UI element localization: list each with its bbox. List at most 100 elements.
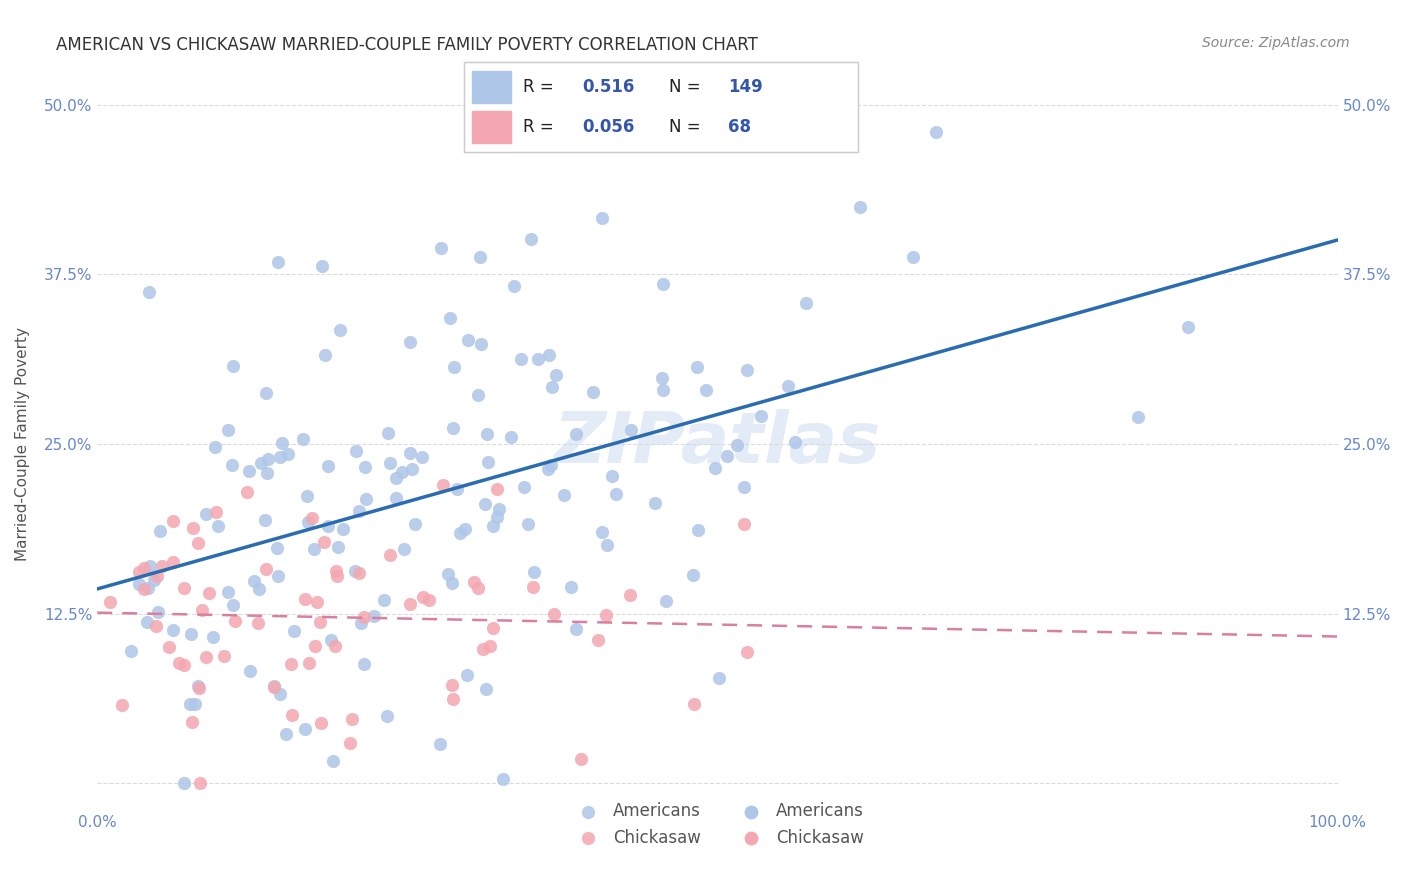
Chickasaw (304, 639, 326, 653)
Americans (849, 200, 872, 214)
Chickasaw (378, 548, 401, 562)
Americans (553, 488, 575, 502)
Chickasaw (280, 657, 302, 671)
Americans (482, 519, 505, 533)
Americans (457, 333, 479, 347)
Chickasaw (162, 514, 184, 528)
Chickasaw (157, 640, 180, 654)
Americans (267, 569, 290, 583)
Chickasaw (347, 566, 370, 581)
Americans (346, 444, 368, 458)
Americans (354, 459, 377, 474)
Chickasaw (235, 484, 257, 499)
Americans (682, 567, 704, 582)
Americans (499, 429, 522, 443)
Americans (138, 559, 160, 574)
Chickasaw (737, 645, 759, 659)
Chickasaw (263, 680, 285, 694)
Americans (546, 368, 568, 382)
Americans (686, 523, 709, 537)
Americans (138, 285, 160, 299)
Americans (783, 434, 806, 449)
Chickasaw (353, 610, 375, 624)
Americans (486, 509, 509, 524)
Americans (385, 491, 408, 506)
Chickasaw (281, 707, 304, 722)
Americans (217, 423, 239, 437)
Chickasaw (187, 535, 209, 549)
Americans (162, 623, 184, 637)
Americans (735, 363, 758, 377)
Americans (565, 623, 588, 637)
Chickasaw (298, 656, 321, 670)
FancyBboxPatch shape (472, 71, 512, 103)
Legend: Americans, Chickasaw, Americans, Chickasaw: Americans, Chickasaw, Americans, Chickas… (565, 796, 870, 854)
Americans (503, 278, 526, 293)
Americans (353, 657, 375, 672)
Chickasaw (181, 521, 204, 535)
Text: AMERICAN VS CHICKASAW MARRIED-COUPLE FAMILY POVERTY CORRELATION CHART: AMERICAN VS CHICKASAW MARRIED-COUPLE FAM… (56, 36, 758, 54)
Americans (749, 409, 772, 423)
Chickasaw (180, 715, 202, 730)
Chickasaw (443, 692, 465, 706)
Chickasaw (247, 615, 270, 630)
Americans (560, 580, 582, 594)
Chickasaw (482, 621, 505, 635)
Americans (488, 501, 510, 516)
Americans (173, 776, 195, 790)
Americans (441, 575, 464, 590)
Americans (411, 450, 433, 464)
Americans (316, 459, 339, 474)
Americans (253, 513, 276, 527)
Americans (401, 462, 423, 476)
Americans (474, 497, 496, 511)
Americans (378, 456, 401, 470)
Americans (725, 437, 748, 451)
Chickasaw (191, 603, 214, 617)
Americans (1177, 320, 1199, 334)
Chickasaw (522, 580, 544, 594)
Chickasaw (325, 564, 347, 578)
Americans (311, 260, 333, 274)
Americans (329, 323, 352, 337)
Americans (180, 627, 202, 641)
Americans (565, 427, 588, 442)
Americans (703, 461, 725, 475)
Y-axis label: Married-Couple Family Poverty: Married-Couple Family Poverty (15, 327, 30, 561)
Americans (120, 644, 142, 658)
Americans (467, 387, 489, 401)
Americans (201, 631, 224, 645)
Americans (316, 518, 339, 533)
Americans (513, 480, 536, 494)
Americans (377, 425, 399, 440)
Americans (239, 665, 262, 679)
Chickasaw (212, 648, 235, 663)
Americans (443, 359, 465, 374)
Americans (138, 581, 160, 595)
Chickasaw (441, 678, 464, 692)
Americans (582, 384, 605, 399)
Americans (591, 524, 613, 539)
Americans (243, 574, 266, 589)
Americans (247, 582, 270, 597)
Americans (238, 464, 260, 478)
Americans (269, 450, 291, 464)
Americans (707, 671, 730, 685)
Chickasaw (111, 698, 134, 713)
Americans (128, 577, 150, 591)
Chickasaw (305, 595, 328, 609)
Chickasaw (586, 632, 609, 647)
Chickasaw (323, 639, 346, 653)
Americans (135, 615, 157, 629)
Americans (294, 722, 316, 736)
Americans (600, 469, 623, 483)
Americans (302, 541, 325, 556)
Americans (437, 566, 460, 581)
Chickasaw (312, 535, 335, 549)
Chickasaw (224, 614, 246, 628)
Americans (343, 564, 366, 578)
Americans (520, 232, 543, 246)
Chickasaw (198, 585, 221, 599)
Chickasaw (340, 712, 363, 726)
Americans (269, 687, 291, 701)
